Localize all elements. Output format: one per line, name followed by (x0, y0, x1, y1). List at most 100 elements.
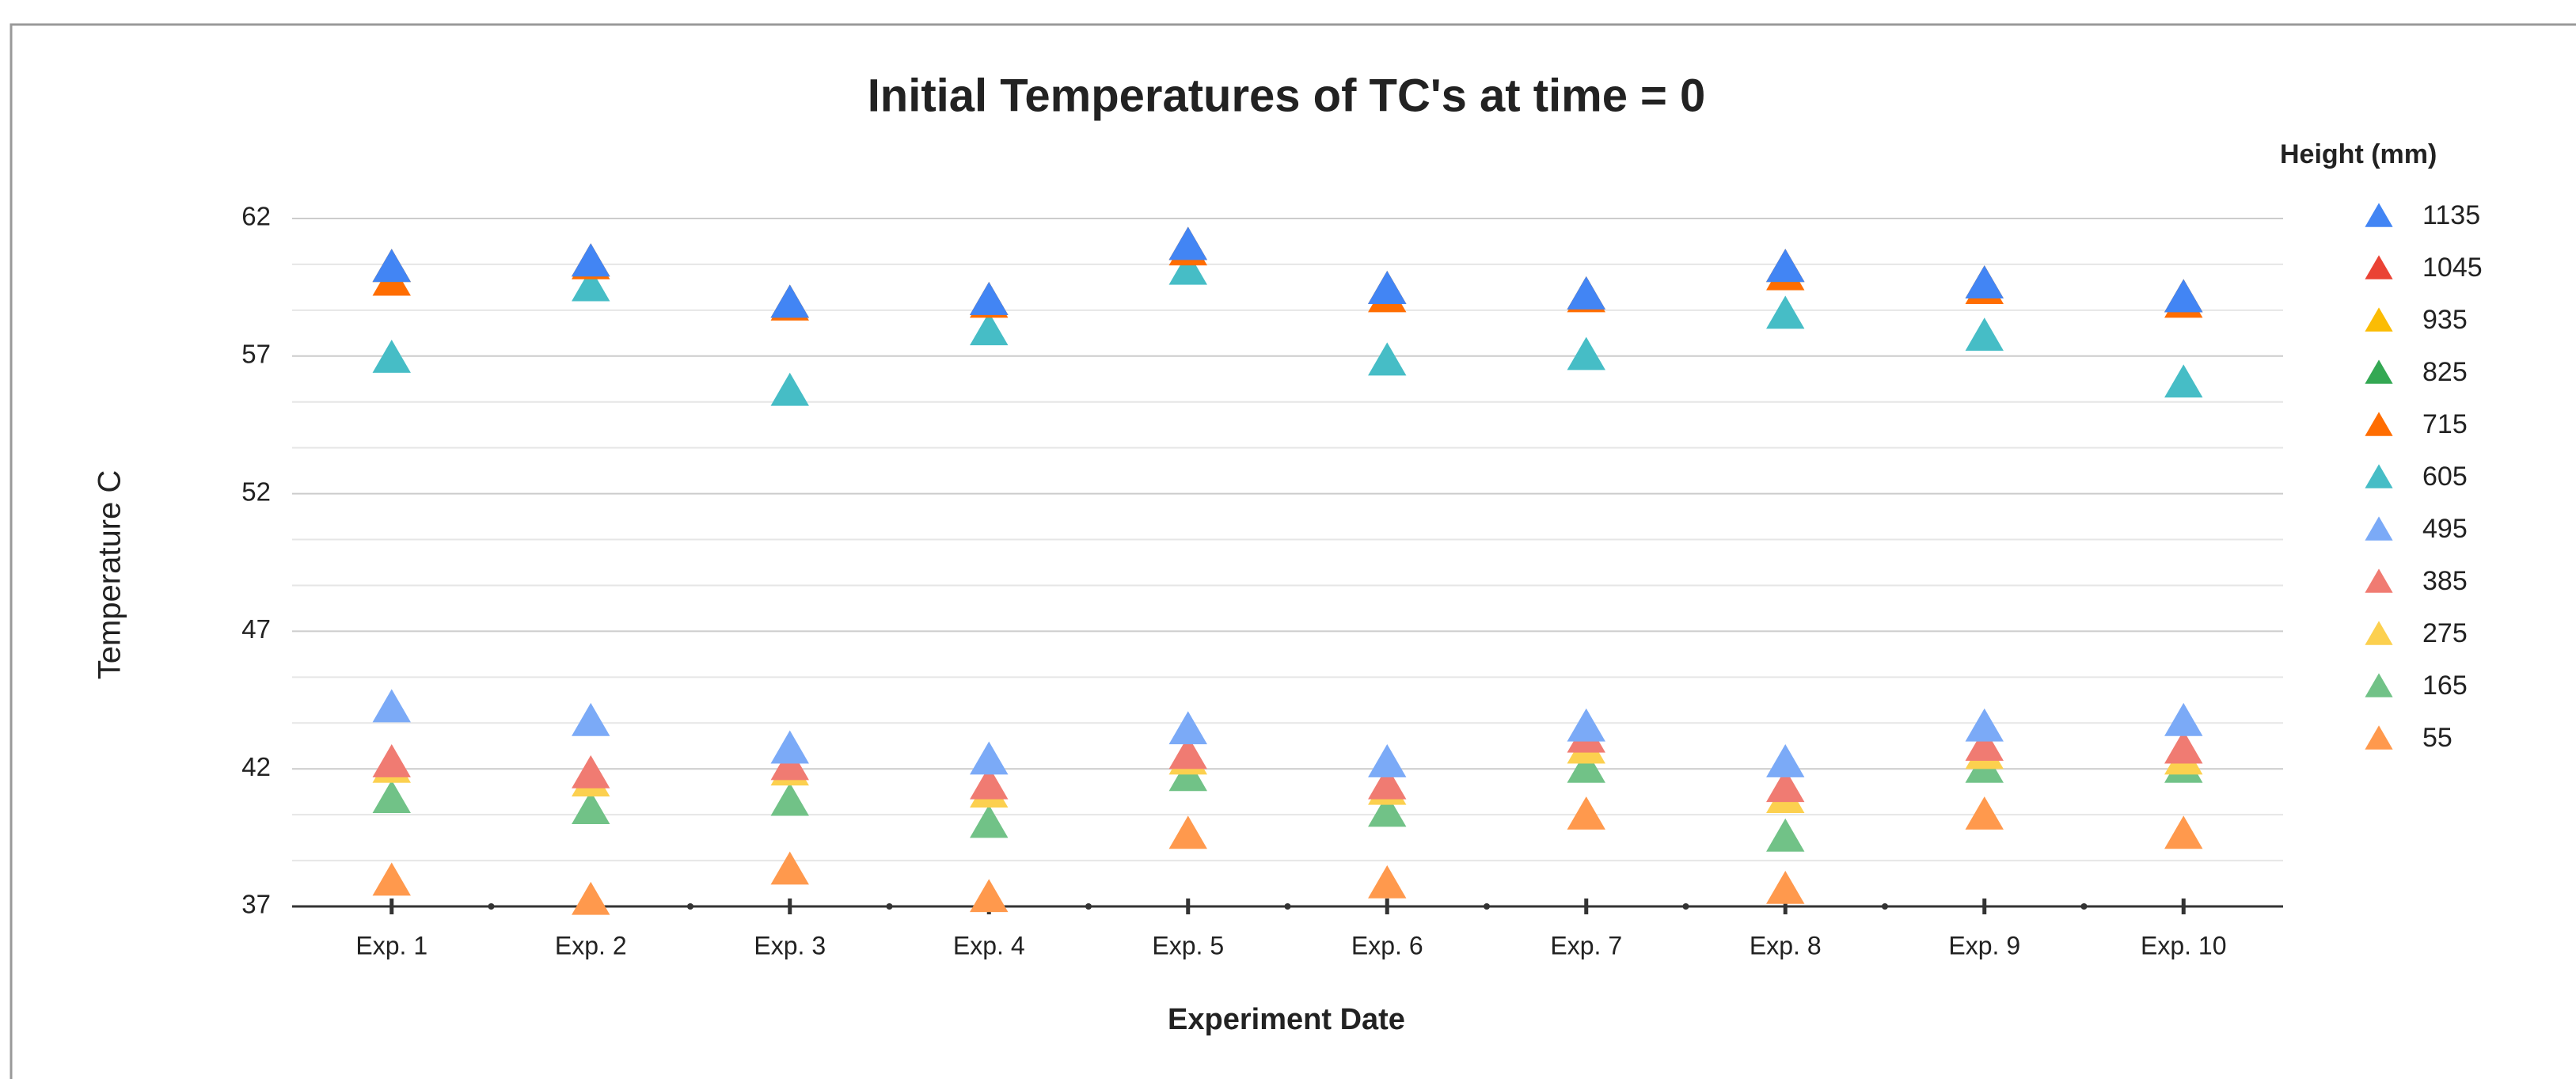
legend-label: 55 (2422, 723, 2453, 753)
x-tick-label: Exp. 6 (1351, 931, 1423, 959)
x-tick-label: Exp. 1 (355, 931, 427, 959)
x-divider-dot (886, 903, 893, 910)
marker (1965, 728, 2004, 761)
marker (1766, 249, 1805, 283)
marker (2164, 702, 2203, 736)
legend-label: 1045 (2422, 253, 2483, 283)
marker (2164, 815, 2203, 849)
marker (770, 782, 809, 816)
legend-marker (2365, 673, 2393, 697)
marker (572, 754, 610, 788)
y-tick-label: 52 (241, 477, 271, 506)
legend-title: Height (mm) (2280, 139, 2437, 169)
y-tick-label: 42 (241, 752, 271, 781)
legend-marker (2365, 255, 2393, 279)
legend-marker (2365, 412, 2393, 436)
y-tick-label: 47 (241, 614, 271, 644)
marker (2164, 364, 2203, 398)
marker (572, 791, 610, 824)
legend-marker (2365, 464, 2393, 488)
x-divider-dot (1284, 903, 1291, 910)
marker (2164, 279, 2203, 313)
marker (1368, 766, 1407, 800)
x-divider-dot (1484, 903, 1490, 910)
legend-marker (2365, 516, 2393, 541)
legend-label: 1135 (2422, 200, 2480, 230)
marker (1766, 818, 1805, 852)
x-tick-label: Exp. 9 (1948, 931, 2020, 959)
legend-label: 165 (2422, 671, 2468, 701)
marker (372, 744, 411, 777)
x-tick-label: Exp. 8 (1750, 931, 1822, 959)
x-tick-label: Exp. 4 (953, 931, 1025, 959)
marker (770, 851, 809, 885)
marker (770, 730, 809, 764)
legend-label: 495 (2422, 514, 2468, 544)
marker (372, 249, 411, 283)
legend-marker (2365, 568, 2393, 593)
marker (970, 312, 1009, 346)
marker (1567, 796, 1605, 830)
marker (1965, 317, 2004, 351)
marker (1567, 750, 1605, 783)
marker (1766, 769, 1805, 803)
marker (1766, 744, 1805, 777)
marker (372, 780, 411, 814)
marker (970, 766, 1009, 800)
chart-frame (9, 23, 2576, 1079)
marker (1368, 864, 1407, 899)
marker (572, 243, 610, 277)
marker (970, 804, 1009, 838)
x-divider-dot (2080, 903, 2088, 910)
legend-label: 935 (2422, 305, 2468, 335)
marker (1567, 336, 1605, 370)
marker (1965, 796, 2004, 830)
marker (1368, 342, 1407, 376)
marker (372, 689, 411, 723)
y-axis-label: Temperature C (93, 470, 127, 680)
legend-marker (2365, 203, 2393, 227)
x-axis-label: Experiment Date (1168, 1003, 1405, 1036)
y-tick-label: 37 (241, 890, 271, 919)
marker (572, 881, 610, 915)
legend-label: 825 (2422, 357, 2468, 387)
legend-label: 715 (2422, 409, 2468, 439)
x-divider-dot (1882, 903, 1888, 910)
x-divider-dot (1682, 903, 1689, 910)
marker (970, 282, 1009, 315)
chart-title: Initial Temperatures of TC's at time = 0 (868, 70, 1706, 121)
marker (1368, 744, 1407, 777)
x-tick-label: Exp. 5 (1152, 931, 1224, 959)
marker (572, 268, 610, 302)
x-tick-label: Exp. 2 (555, 931, 627, 959)
legend-marker (2365, 359, 2393, 384)
marker (770, 284, 809, 318)
y-tick-label: 62 (241, 202, 271, 231)
marker (1766, 295, 1805, 329)
marker (372, 862, 411, 896)
marker (572, 702, 610, 736)
x-divider-dot (687, 903, 693, 910)
y-tick-label: 57 (241, 340, 271, 369)
legend-label: 605 (2422, 462, 2468, 492)
x-tick-label: Exp. 10 (2141, 931, 2227, 959)
marker (770, 372, 809, 406)
marker (2164, 730, 2203, 764)
x-divider-dot (1085, 903, 1092, 910)
legend-marker (2365, 621, 2393, 645)
marker (1168, 815, 1207, 849)
marker (1766, 870, 1805, 904)
legend-label: 385 (2422, 566, 2468, 596)
marker (372, 340, 411, 373)
marker (1168, 735, 1207, 769)
marker (1368, 271, 1407, 304)
marker (1965, 265, 2004, 299)
x-divider-dot (488, 903, 495, 910)
marker (1168, 226, 1207, 260)
legend-marker (2365, 307, 2393, 332)
marker (1965, 708, 2004, 742)
marker (1168, 711, 1207, 745)
x-tick-label: Exp. 7 (1550, 931, 1622, 959)
